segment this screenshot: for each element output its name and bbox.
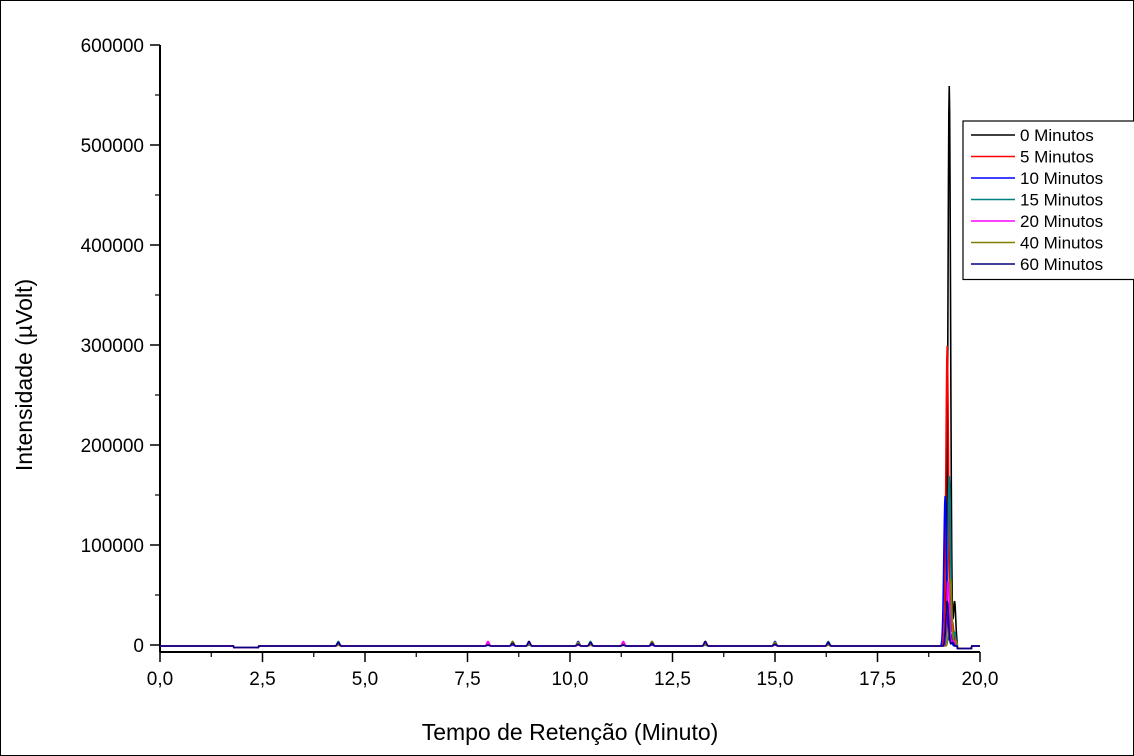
series-line (160, 475, 980, 650)
y-tick-label: 0 (133, 636, 144, 657)
x-tick-label: 0,0 (147, 669, 173, 690)
y-tick-label: 400000 (81, 236, 144, 257)
y-tick-label: 100000 (81, 536, 144, 557)
x-tick-label: 12,5 (654, 669, 691, 690)
y-tick-label: 300000 (81, 336, 144, 357)
series-line (160, 600, 980, 650)
x-tick-label: 10,0 (552, 669, 589, 690)
legend: 0 Minutos 5 Minutos 10 Minutos 15 Minutos 20… (962, 120, 1134, 281)
y-tick-label: 200000 (81, 436, 144, 457)
legend-label: 5 Minutos (1020, 148, 1094, 167)
x-tick-label: 7,5 (454, 669, 480, 690)
legend-label: 0 Minutos (1020, 126, 1094, 145)
y-axis-title: Intensidade (µVolt) (11, 279, 37, 471)
x-axis-title: Tempo de Retenção (Minuto) (422, 719, 719, 745)
x-tick-label: 2,5 (249, 669, 275, 690)
series-layer (160, 85, 980, 650)
legend-label: 10 Minutos (1020, 169, 1103, 188)
x-tick-label: 20,0 (962, 669, 999, 690)
series-line (160, 578, 980, 650)
legend-label: 15 Minutos (1020, 191, 1103, 210)
series-line (160, 580, 980, 650)
legend-label: 20 Minutos (1020, 212, 1103, 231)
y-tick-label: 500000 (81, 136, 144, 157)
legend-label: 60 Minutos (1020, 255, 1103, 274)
series-line (160, 345, 980, 650)
series-line (160, 85, 980, 650)
legend-label: 40 Minutos (1020, 234, 1103, 253)
x-tick-label: 15,0 (757, 669, 794, 690)
x-tick-label: 17,5 (859, 669, 896, 690)
y-tick-label: 600000 (81, 36, 144, 57)
series-line (160, 495, 980, 650)
axes: 0 100000 200000 300000 400000 500000 600000 0,0… (81, 36, 999, 690)
x-tick-label: 5,0 (352, 669, 378, 690)
